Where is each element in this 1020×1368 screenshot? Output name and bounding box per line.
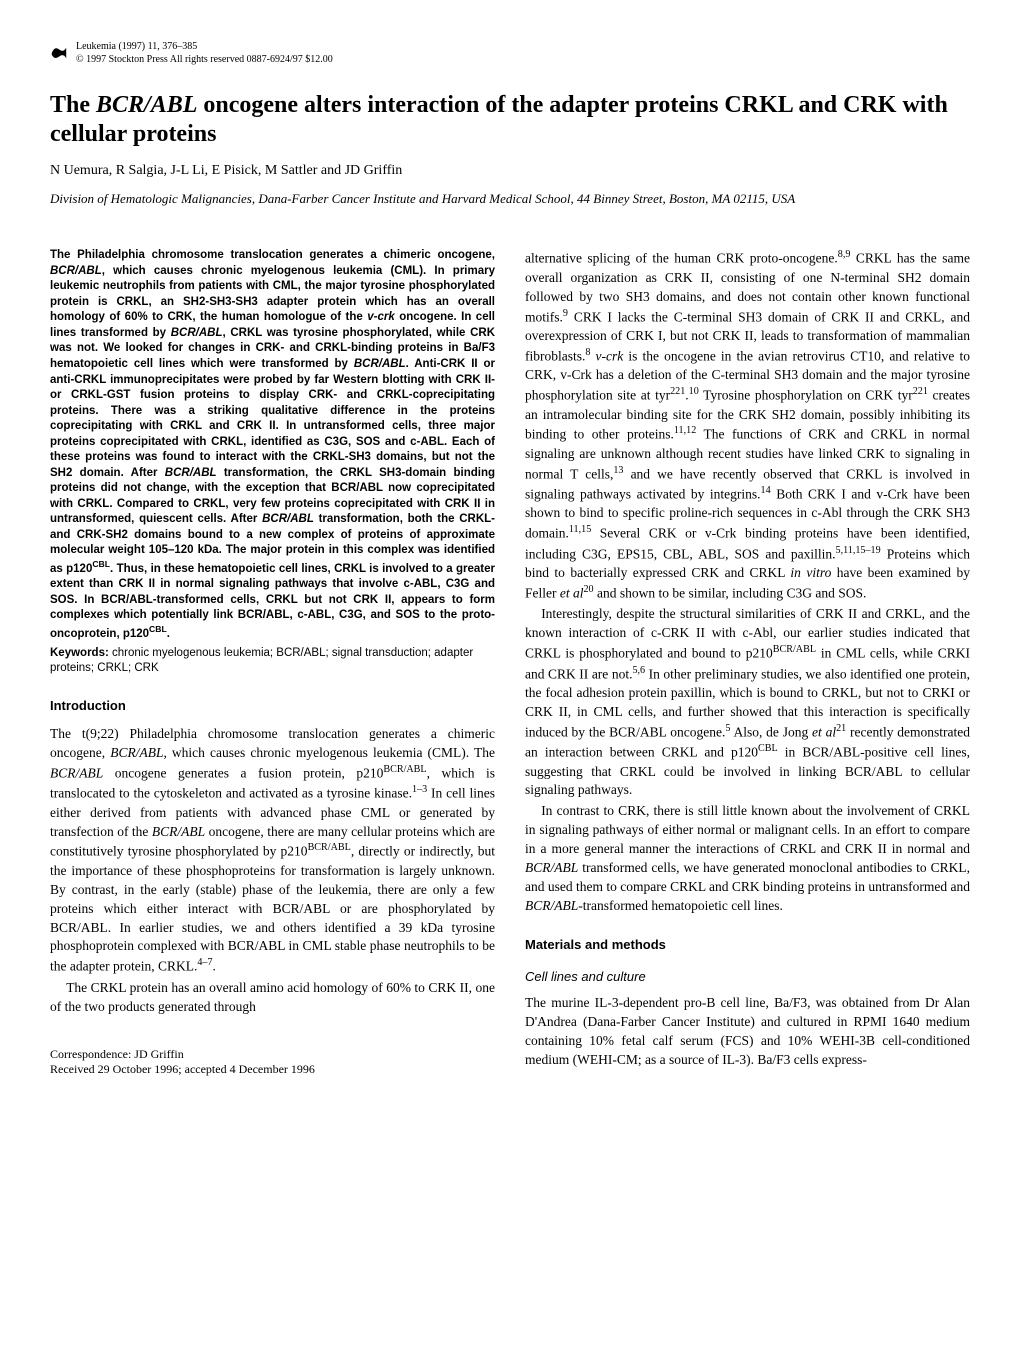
received-line: Received 29 October 1996; accepted 4 Dec… bbox=[50, 1062, 495, 1078]
right-paragraph-2: Interestingly, despite the structural si… bbox=[525, 605, 970, 800]
intro-paragraph-2: The CRKL protein has an overall amino ac… bbox=[50, 979, 495, 1017]
affiliation: Division of Hematologic Malignancies, Da… bbox=[50, 190, 970, 208]
article-title: The BCR/ABL oncogene alters interaction … bbox=[50, 91, 970, 149]
header-meta: Leukemia (1997) 11, 376–385 © 1997 Stock… bbox=[50, 40, 970, 66]
correspondence-block: Correspondence: JD Griffin Received 29 O… bbox=[50, 1047, 495, 1078]
two-column-layout: The Philadelphia chromosome translocatio… bbox=[50, 248, 970, 1077]
keywords-label: Keywords: bbox=[50, 647, 109, 659]
section-heading-methods: Materials and methods bbox=[525, 936, 970, 954]
abstract-text: The Philadelphia chromosome translocatio… bbox=[50, 248, 495, 642]
publisher-logo-icon bbox=[50, 44, 68, 62]
section-heading-introduction: Introduction bbox=[50, 697, 495, 715]
subsection-cell-lines: Cell lines and culture bbox=[525, 968, 970, 986]
intro-paragraph-1: The t(9;22) Philadelphia chromosome tran… bbox=[50, 725, 495, 977]
methods-paragraph-1: The murine IL-3-dependent pro-B cell lin… bbox=[525, 994, 970, 1070]
journal-reference: Leukemia (1997) 11, 376–385 bbox=[76, 41, 197, 52]
right-paragraph-1: alternative splicing of the human CRK pr… bbox=[525, 248, 970, 603]
keywords-list: chronic myelogenous leukemia; BCR/ABL; s… bbox=[50, 647, 473, 675]
authors: N Uemura, R Salgia, J-L Li, E Pisick, M … bbox=[50, 161, 970, 181]
right-paragraph-3: In contrast to CRK, there is still littl… bbox=[525, 802, 970, 915]
left-column: The Philadelphia chromosome translocatio… bbox=[50, 248, 495, 1077]
right-column: alternative splicing of the human CRK pr… bbox=[525, 248, 970, 1077]
correspondence-line: Correspondence: JD Griffin bbox=[50, 1047, 495, 1063]
keywords: Keywords: chronic myelogenous leukemia; … bbox=[50, 646, 495, 677]
copyright-line: © 1997 Stockton Press All rights reserve… bbox=[76, 54, 333, 65]
